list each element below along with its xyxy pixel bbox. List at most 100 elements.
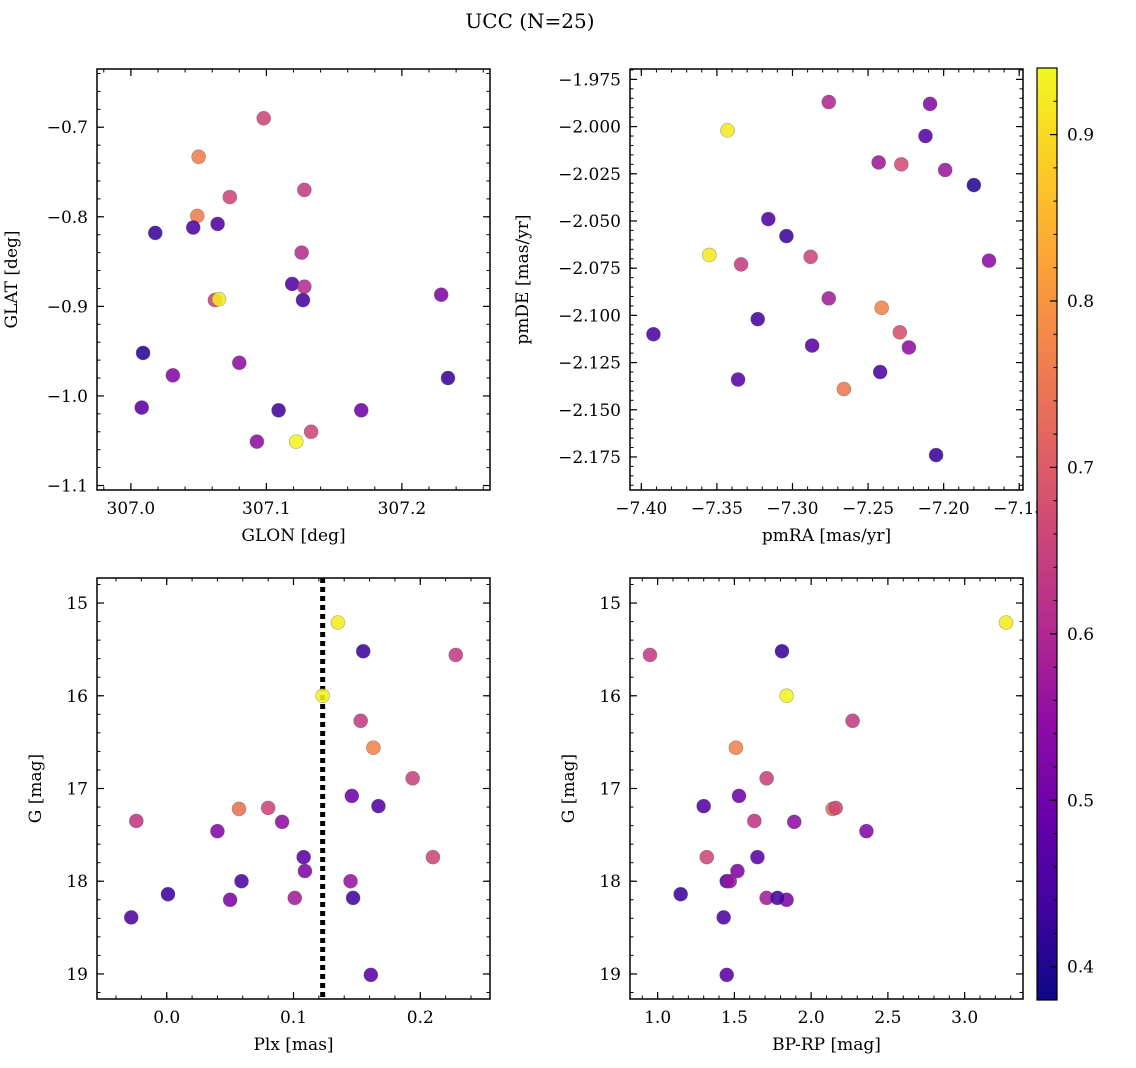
y-axis-label: G [mag] [26,754,46,823]
y-tick-label: −2.000 [558,118,621,138]
scatter-point [642,647,658,663]
y-tick-label: −0.7 [47,118,88,138]
scatter-point [803,249,818,265]
x-tick-label: 307.1 [242,499,291,519]
scatter-point [922,96,938,112]
scatter-point [845,713,860,729]
colorbar-tick-label: 0.6 [1067,625,1094,645]
axes-frame [96,68,491,491]
y-tick-label: 15 [599,594,621,614]
colorbar: 0.4 0.5 0.6 0.7 0.8 0.9 [1036,67,1094,1001]
scatter-point [256,110,271,126]
y-tick-label: 18 [66,872,88,892]
scatter-points [642,615,1014,983]
scatter-point [231,355,247,371]
scatter-point [297,182,312,198]
subplot-2: −7.40 −7.35 −7.30 −7.25 −7.20 −7.15 −1.975 −2.0… [513,68,1045,546]
scatter-point [211,291,227,307]
scatter-point [733,257,749,272]
y-tick-label: −1.1 [47,477,88,497]
x-axis-label: Plx [mas] [253,1035,333,1055]
scatter-points [134,110,456,449]
scatter-point [371,798,386,814]
y-tick-label: −2.025 [558,165,621,185]
scatter-point [353,713,368,729]
scatter-point [702,247,717,263]
scatter-point [937,162,953,178]
y-tick-label: 19 [66,965,88,985]
scatter-point [716,910,731,925]
y-tick-label: −0.8 [47,208,88,228]
y-tick-label: −2.050 [558,212,621,232]
scatter-point [222,892,238,908]
y-tick-label: −2.175 [558,448,621,468]
x-tick-label: −7.15 [993,499,1045,519]
y-tick-label: −0.9 [47,297,88,317]
scatter-point [728,740,744,755]
scatter-point [981,253,997,268]
scatter-point [297,279,312,294]
x-tick-label: −7.25 [842,499,894,519]
scatter-point [222,189,238,205]
x-tick-label: 0.1 [280,1008,307,1028]
y-tick-label: −2.150 [558,401,621,421]
y-tick-label: −2.075 [558,259,621,279]
scatter-point [363,967,379,983]
y-tick-label: −2.100 [558,306,621,326]
scatter-point [355,643,371,659]
scatter-point [160,886,176,902]
y-tick-label: 18 [599,872,621,892]
scatter-point [699,849,715,865]
scatter-point [786,814,802,830]
scatter-point [284,276,300,292]
scatter-point [892,325,908,340]
scatter-point [433,287,449,303]
scatter-point [315,688,330,704]
scatter-point [750,849,765,865]
axes-frame [96,577,491,1000]
subplot-grid: 307.0 307.1 307.2 −0.7 −0.8 −0.9 −1.0 −1.1 GLON … [2,68,1045,1055]
scatter-point [918,128,933,144]
y-axis-label: G [mag] [559,754,579,823]
scatter-point [761,211,776,227]
scatter-point [345,890,361,906]
x-tick-label: 307.0 [107,499,156,519]
y-tick-label: 15 [66,594,88,614]
scatter-point [353,402,369,418]
scatter-point [722,873,738,889]
scatter-point [750,311,766,327]
scatter-point [448,647,464,663]
scatter-point [231,801,247,817]
x-tick-label: 1.0 [644,1008,671,1028]
x-tick-label: −7.35 [691,499,743,519]
y-tick-label: 19 [599,965,621,985]
x-tick-label: −7.20 [918,499,970,519]
scatter-point [998,615,1014,630]
scatter-point [287,890,303,906]
scatter-point [185,220,201,235]
scatter-point [295,292,311,308]
x-tick-label: 1.5 [721,1008,748,1028]
scatter-point [296,849,311,865]
scatter-point [210,216,225,232]
scatter-point [719,967,735,983]
scatter-point [260,800,276,816]
scatter-point [294,245,309,260]
scatter-point [288,434,304,449]
x-tick-label: −7.40 [615,499,667,519]
x-axis-label: GLON [deg] [241,526,345,546]
scatter-point [779,228,794,244]
scatter-point [234,873,249,889]
colorbar-tick-label: 0.7 [1067,458,1094,478]
y-tick-label: −1.0 [47,387,88,407]
y-tick-label: −1.975 [558,70,621,90]
colorbar-tick-label: 0.5 [1067,791,1094,811]
scatter-point [123,910,139,925]
scatter-points [646,94,997,463]
scatter-point [303,424,319,440]
scatter-point [274,814,290,830]
scatter-point [731,788,747,804]
x-tick-label: −7.30 [766,499,818,519]
scatter-point [774,643,790,659]
x-axis-label: pmRA [mas/yr] [762,526,891,546]
